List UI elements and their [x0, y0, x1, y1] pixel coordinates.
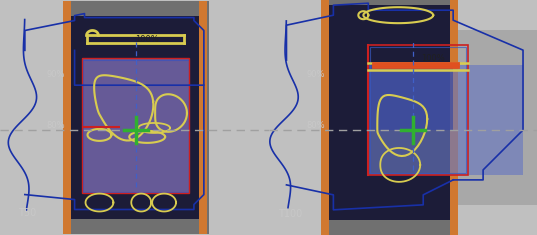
Bar: [64, 1, 209, 234]
Bar: [322, 0, 329, 235]
Text: 90%: 90%: [47, 70, 65, 79]
Text: T50: T50: [18, 208, 36, 219]
Bar: [323, 0, 453, 235]
Text: 90%: 90%: [307, 70, 325, 79]
Bar: [368, 65, 523, 175]
Bar: [199, 1, 207, 234]
Text: 80%: 80%: [307, 121, 325, 130]
Text: 80%: 80%: [47, 121, 66, 130]
Bar: [450, 0, 458, 235]
Bar: [368, 45, 468, 175]
Bar: [453, 30, 537, 205]
Bar: [371, 47, 466, 173]
Text: T100: T100: [279, 209, 303, 219]
Bar: [82, 58, 189, 192]
Bar: [368, 65, 453, 130]
Bar: [63, 1, 70, 234]
Text: 100%: 100%: [422, 54, 445, 63]
Bar: [329, 5, 450, 220]
Text: 100%: 100%: [135, 35, 159, 44]
Bar: [82, 58, 189, 192]
Bar: [70, 16, 199, 219]
